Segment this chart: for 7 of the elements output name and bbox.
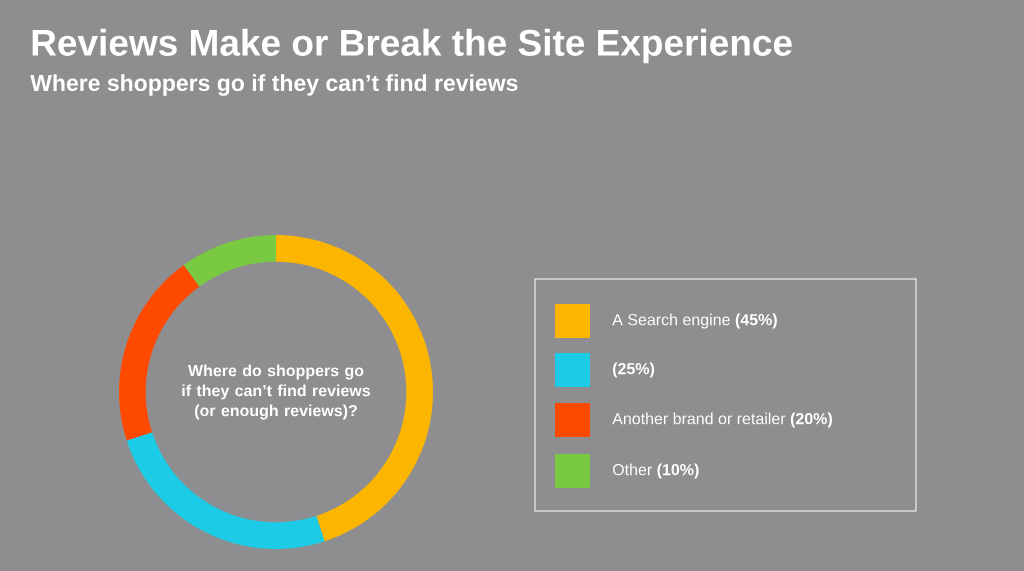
chart-subtitle: Where shoppers go if they can’t find reviews [30,74,518,96]
chart-title: Reviews Make or Break the Site Experience [32,28,792,64]
legend-label: A Search engine (45%) [612,313,777,329]
text: Where do shoppers go if they can’t find reviews (or enough reviews)? [182,364,371,420]
legend-label: (25%) [613,362,655,378]
legend-label: Another brand or retailer (20%) [612,412,832,428]
legend-label: Other (10%) [612,463,699,479]
